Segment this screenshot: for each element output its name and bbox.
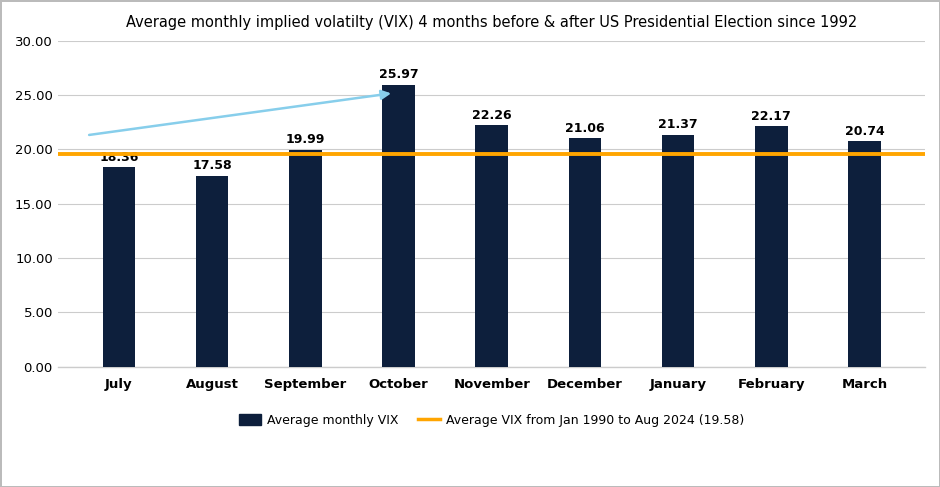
Bar — [569, 138, 602, 367]
Average VIX from Jan 1990 to Aug 2024 (19.58) — [207, 151, 218, 157]
Bar — [476, 125, 508, 367]
Text: 25.97: 25.97 — [379, 68, 418, 81]
Text: 20.74: 20.74 — [844, 125, 885, 138]
Text: 17.58: 17.58 — [193, 159, 232, 172]
Average VIX from Jan 1990 to Aug 2024 (19.58) — [114, 151, 125, 157]
Legend: Average monthly VIX, Average VIX from Jan 1990 to Aug 2024 (19.58): Average monthly VIX, Average VIX from Ja… — [234, 409, 750, 432]
Text: 22.17: 22.17 — [751, 110, 791, 123]
Bar — [196, 176, 228, 367]
Bar — [289, 150, 321, 367]
Bar — [662, 134, 695, 367]
Text: 21.37: 21.37 — [658, 118, 697, 131]
Bar — [848, 141, 881, 367]
Bar — [755, 126, 788, 367]
Bar — [102, 167, 135, 367]
Title: Average monthly implied volatilty (VIX) 4 months before & after US Presidential : Average monthly implied volatilty (VIX) … — [126, 15, 857, 30]
Text: 18.36: 18.36 — [100, 151, 139, 164]
Text: 21.06: 21.06 — [565, 122, 604, 135]
Text: 22.26: 22.26 — [472, 109, 511, 122]
Bar — [383, 85, 415, 367]
Text: 19.99: 19.99 — [286, 133, 325, 146]
